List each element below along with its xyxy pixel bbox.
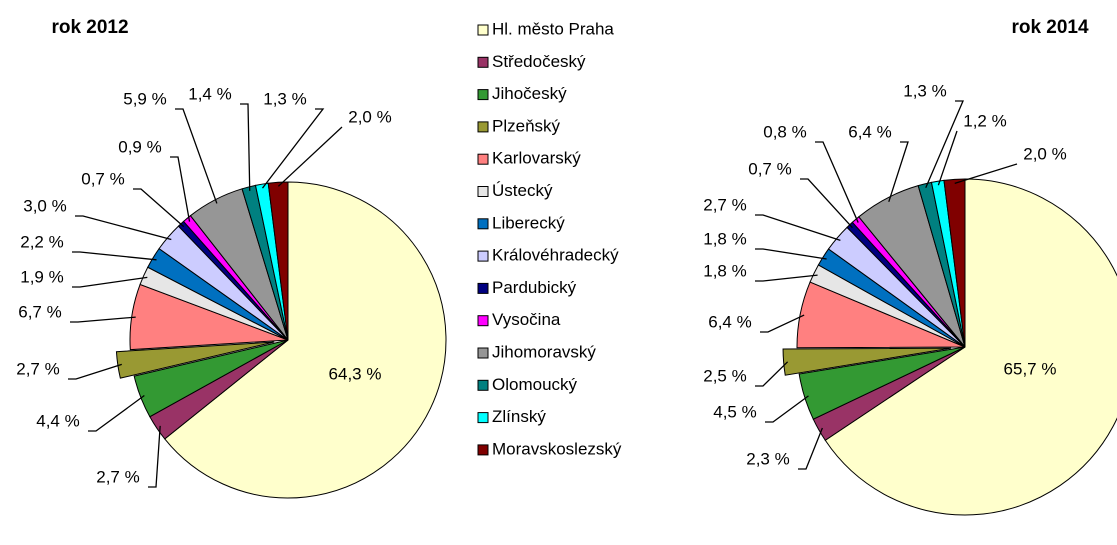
data-label: 4,4 % bbox=[36, 411, 79, 430]
pie-slice bbox=[133, 339, 289, 418]
legend-label: Moravskoslezský bbox=[492, 439, 622, 458]
legend-swatch bbox=[477, 218, 489, 230]
legend-label: Ústecký bbox=[492, 181, 553, 200]
legend-swatch bbox=[477, 347, 489, 359]
legend-label: Liberecký bbox=[492, 213, 565, 232]
legend-swatch bbox=[477, 186, 489, 197]
legend-label: Vysočina bbox=[492, 310, 561, 329]
leader-line bbox=[755, 361, 789, 387]
data-label: 4,5 % bbox=[713, 402, 756, 421]
pie-slice bbox=[943, 178, 966, 348]
data-label: 2,7 % bbox=[703, 195, 746, 214]
data-label: 6,7 % bbox=[18, 302, 61, 321]
leader-line bbox=[954, 163, 1018, 184]
data-label: 2,5 % bbox=[703, 366, 746, 385]
leader-line bbox=[72, 276, 148, 288]
legend-swatch bbox=[477, 282, 489, 294]
leader-line bbox=[888, 141, 909, 202]
legend-label: Hl. město Praha bbox=[492, 19, 614, 38]
legend-swatch bbox=[477, 153, 489, 165]
leader-line bbox=[148, 425, 161, 488]
leader-line bbox=[760, 314, 805, 333]
leader-line bbox=[815, 141, 859, 223]
data-label: 2,7 % bbox=[16, 359, 59, 378]
data-label: 65,7 % bbox=[1004, 359, 1057, 378]
leader-line bbox=[755, 248, 827, 260]
legend-label: Jihomoravský bbox=[492, 342, 596, 361]
legend-swatch bbox=[477, 315, 489, 327]
data-label: 6,4 % bbox=[848, 122, 891, 141]
leader-line bbox=[755, 214, 841, 242]
legend-label: Středočeský bbox=[492, 52, 586, 71]
data-label: 1,3 % bbox=[263, 89, 306, 108]
leader-line bbox=[261, 108, 325, 189]
leader-line bbox=[937, 130, 958, 186]
data-label: 6,4 % bbox=[708, 312, 751, 331]
data-label: 0,9 % bbox=[118, 137, 161, 156]
data-label: 1,9 % bbox=[20, 267, 63, 286]
data-label: 1,8 % bbox=[703, 229, 746, 248]
data-label: 0,8 % bbox=[763, 122, 806, 141]
pie-slice bbox=[267, 181, 289, 341]
legend-label: Zlínský bbox=[492, 407, 546, 426]
data-label: 1,2 % bbox=[963, 111, 1006, 130]
leader-line bbox=[240, 103, 251, 191]
legend-swatch bbox=[477, 89, 489, 101]
leader-line bbox=[277, 126, 343, 187]
leader-line bbox=[70, 316, 136, 323]
leader-line bbox=[925, 100, 964, 189]
leader-line bbox=[800, 178, 853, 229]
data-label: 3,0 % bbox=[23, 196, 66, 215]
pie-slice bbox=[164, 181, 447, 499]
legend-label: Jihočeský bbox=[492, 84, 567, 103]
legend-label: Karlovarský bbox=[492, 149, 581, 168]
leader-line bbox=[175, 108, 218, 204]
legend-swatch bbox=[477, 250, 489, 262]
legend-swatch bbox=[477, 56, 489, 68]
chart-title: rok 2012 bbox=[51, 17, 128, 38]
leader-line bbox=[75, 215, 172, 241]
leader-line bbox=[798, 427, 823, 470]
legend-swatch bbox=[477, 24, 489, 36]
legend-swatch bbox=[477, 379, 489, 391]
legend-label: Královéhradecký bbox=[492, 246, 619, 265]
data-label: 2,0 % bbox=[348, 107, 391, 126]
data-label: 1,3 % bbox=[903, 81, 946, 100]
leader-line bbox=[88, 394, 145, 432]
pie-slice bbox=[824, 178, 1117, 516]
legend-swatch bbox=[477, 121, 489, 133]
data-label: 5,9 % bbox=[123, 89, 166, 108]
legend-label: Plzeňský bbox=[492, 116, 561, 135]
chart-title: rok 2014 bbox=[1011, 17, 1089, 38]
legend-swatch bbox=[477, 412, 489, 424]
data-label: 0,7 % bbox=[748, 159, 791, 178]
data-label: 2,7 % bbox=[96, 467, 139, 486]
legend-label: Olomoucký bbox=[492, 375, 578, 394]
data-label: 2,0 % bbox=[1023, 144, 1066, 163]
legend-label: Pardubický bbox=[492, 278, 577, 297]
data-label: 1,8 % bbox=[703, 261, 746, 280]
leader-line bbox=[133, 188, 185, 228]
data-label: 1,4 % bbox=[188, 84, 231, 103]
leader-line bbox=[170, 156, 191, 222]
data-label: 2,2 % bbox=[20, 232, 63, 251]
leader-line bbox=[72, 251, 157, 261]
leader-line bbox=[765, 395, 809, 423]
leader-line bbox=[755, 274, 818, 282]
pie-slice bbox=[798, 346, 966, 420]
data-label: 64,3 % bbox=[329, 364, 382, 383]
data-label: 2,3 % bbox=[746, 449, 789, 468]
leader-line bbox=[68, 363, 122, 380]
pie-slice bbox=[782, 347, 952, 376]
legend-swatch bbox=[477, 444, 489, 456]
data-label: 0,7 % bbox=[81, 169, 124, 188]
